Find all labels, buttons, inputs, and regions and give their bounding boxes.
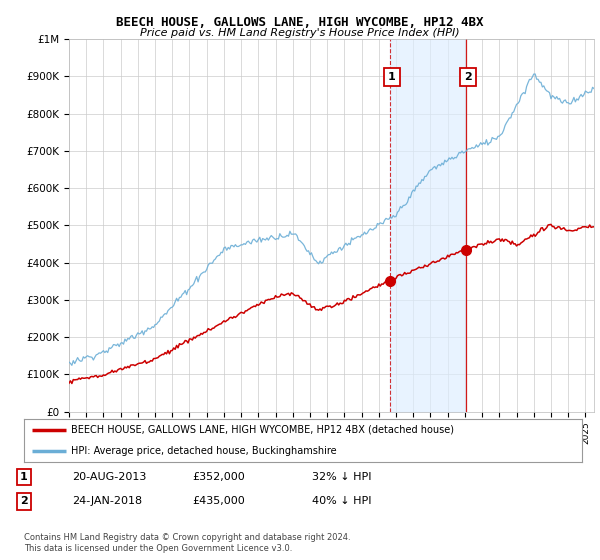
Text: This data is licensed under the Open Government Licence v3.0.: This data is licensed under the Open Gov… xyxy=(24,544,292,553)
Text: 20-AUG-2013: 20-AUG-2013 xyxy=(72,472,146,482)
Text: 1: 1 xyxy=(388,72,396,82)
Text: BEECH HOUSE, GALLOWS LANE, HIGH WYCOMBE, HP12 4BX (detached house): BEECH HOUSE, GALLOWS LANE, HIGH WYCOMBE,… xyxy=(71,424,454,435)
Text: HPI: Average price, detached house, Buckinghamshire: HPI: Average price, detached house, Buck… xyxy=(71,446,337,456)
Text: Price paid vs. HM Land Registry's House Price Index (HPI): Price paid vs. HM Land Registry's House … xyxy=(140,28,460,38)
Text: BEECH HOUSE, GALLOWS LANE, HIGH WYCOMBE, HP12 4BX: BEECH HOUSE, GALLOWS LANE, HIGH WYCOMBE,… xyxy=(116,16,484,29)
Text: 32% ↓ HPI: 32% ↓ HPI xyxy=(312,472,371,482)
Text: 2: 2 xyxy=(464,72,472,82)
Text: Contains HM Land Registry data © Crown copyright and database right 2024.: Contains HM Land Registry data © Crown c… xyxy=(24,533,350,542)
Text: £435,000: £435,000 xyxy=(192,496,245,506)
Text: 1: 1 xyxy=(20,472,28,482)
Text: 2: 2 xyxy=(20,496,28,506)
Text: £352,000: £352,000 xyxy=(192,472,245,482)
Text: 24-JAN-2018: 24-JAN-2018 xyxy=(72,496,142,506)
Text: 40% ↓ HPI: 40% ↓ HPI xyxy=(312,496,371,506)
